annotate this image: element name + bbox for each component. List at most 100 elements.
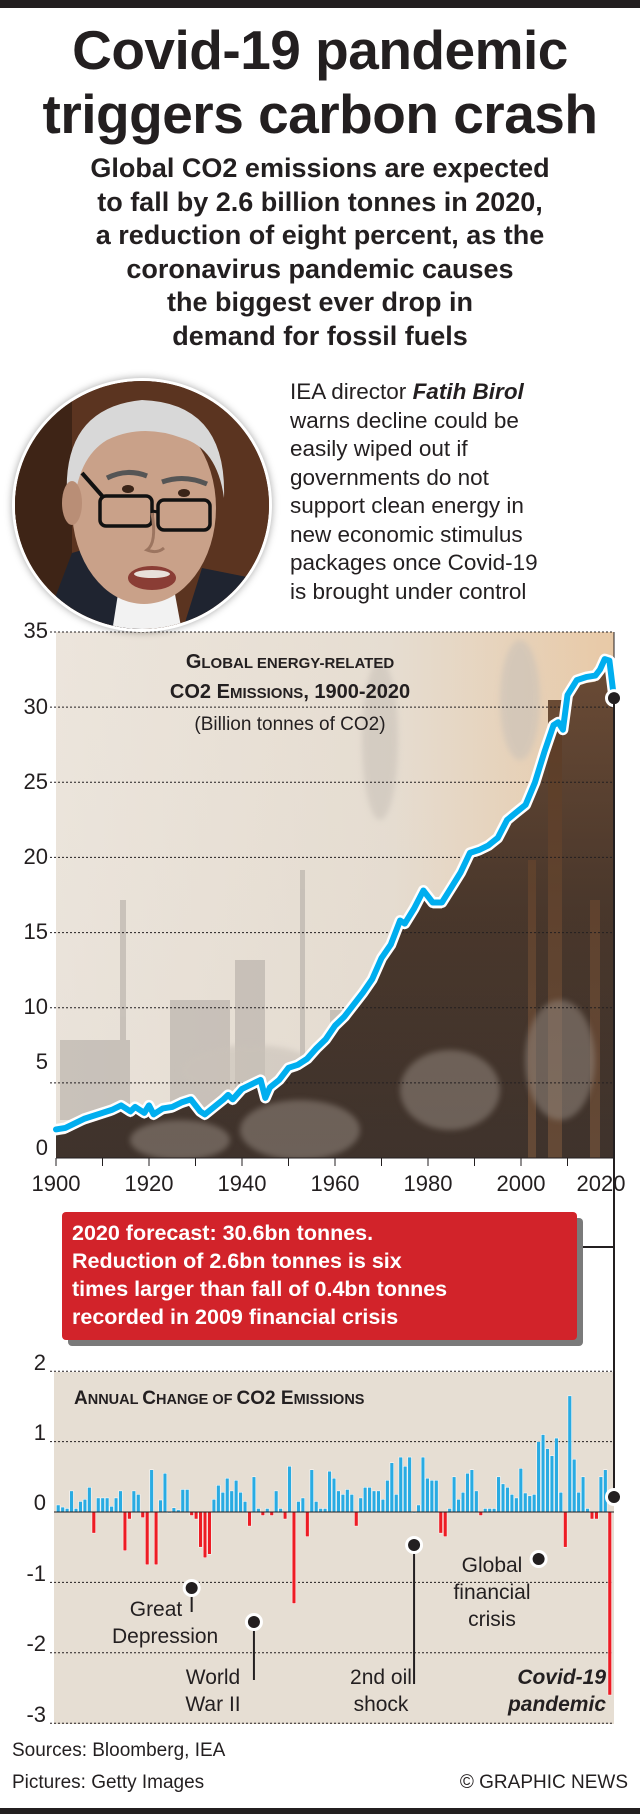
positive-bar <box>452 1476 457 1513</box>
annotation-line: financial <box>453 1581 531 1604</box>
positive-bar <box>225 1477 230 1513</box>
y-tick-label: 0 <box>35 1135 48 1160</box>
positive-bar <box>340 1494 345 1513</box>
positive-bar <box>318 1508 323 1513</box>
annotation-line: crisis <box>468 1608 516 1631</box>
positive-bar <box>349 1494 354 1513</box>
positive-bar <box>69 1490 74 1513</box>
positive-bar <box>216 1485 221 1513</box>
quote-line-1: IEA director Fatih Birol <box>290 378 635 407</box>
x-tick-label: 2020 <box>576 1171 626 1196</box>
quote-block: IEA director Fatih Birol warns decline c… <box>290 378 635 606</box>
negative-bar <box>127 1511 132 1520</box>
positive-bar <box>100 1497 105 1513</box>
bar-y-tick-label: -2 <box>26 1631 46 1656</box>
bar-y-tick-label: 0 <box>33 1490 46 1515</box>
negative-bar <box>607 1511 612 1696</box>
subtitle-line: demand for fossil fuels <box>172 320 468 351</box>
x-tick-label: 1960 <box>310 1171 360 1196</box>
positive-bar <box>109 1506 114 1513</box>
positive-bar <box>238 1492 243 1513</box>
quote-line: governments do not <box>290 464 489 490</box>
bar-y-tick-label: 1 <box>33 1420 46 1445</box>
positive-bar <box>345 1489 350 1513</box>
positive-bar <box>131 1490 136 1513</box>
positive-bar <box>336 1490 341 1513</box>
y-tick-label: 35 <box>23 618 48 643</box>
positive-bar <box>287 1465 292 1513</box>
x-tick-label: 1920 <box>124 1171 174 1196</box>
negative-bar <box>354 1511 359 1527</box>
title-part: G <box>185 651 202 673</box>
annotation-global-financial-crisis: Global financial crisis <box>442 1552 542 1633</box>
positive-bar <box>598 1476 603 1513</box>
annotation-dot <box>408 1539 421 1551</box>
negative-bar <box>594 1511 599 1520</box>
sources-credit: Sources: Bloomberg, IEA <box>12 1740 226 1761</box>
subtitle-line: Global CO2 emissions are expected <box>90 153 550 183</box>
negative-bar <box>305 1511 310 1537</box>
positive-bar <box>527 1495 532 1513</box>
positive-bar <box>500 1483 506 1513</box>
negative-bar <box>198 1511 203 1548</box>
annotation-great-depression: Great Depression <box>112 1596 219 1650</box>
annotation-dot <box>532 1553 545 1565</box>
connector-dot <box>608 1491 620 1503</box>
positive-bar <box>158 1499 163 1513</box>
positive-bar <box>487 1508 492 1513</box>
positive-bar <box>496 1476 501 1513</box>
x-tick-label: 1980 <box>403 1171 453 1196</box>
bar-chart-title: ANNUAL CHANGE OF CO2 EMISSIONS <box>74 1388 364 1410</box>
positive-bar <box>389 1462 394 1513</box>
positive-bar <box>87 1487 92 1513</box>
positive-bar <box>416 1504 421 1513</box>
positive-bar <box>251 1476 257 1513</box>
y-tick-label: 30 <box>23 694 48 719</box>
positive-bar <box>385 1480 390 1513</box>
line-chart-title-line-1: GLOBAL ENERGY-RELATED <box>130 648 450 678</box>
pictures-credit: Pictures: Getty Images <box>12 1772 205 1793</box>
positive-bar <box>180 1489 185 1513</box>
negative-bar <box>478 1511 483 1516</box>
positive-bar <box>394 1494 399 1513</box>
line-chart-title: GLOBAL ENERGY-RELATED CO2 EMISSIONS, 190… <box>130 648 450 742</box>
positive-bar <box>96 1497 101 1513</box>
positive-bar <box>331 1477 337 1513</box>
positive-bar <box>554 1437 559 1513</box>
positive-bar <box>540 1434 546 1513</box>
title-part: C <box>142 1388 156 1409</box>
positive-bar <box>274 1490 279 1513</box>
positive-bar <box>567 1395 572 1513</box>
graphic-news-credit: © GRAPHIC NEWS <box>459 1772 628 1793</box>
y-tick-label: 10 <box>23 994 48 1019</box>
positive-bar <box>105 1497 110 1513</box>
positive-bar <box>234 1480 239 1513</box>
positive-bar <box>532 1494 537 1513</box>
title-line-2: triggers carbon crash <box>42 83 598 145</box>
positive-bar <box>434 1480 439 1513</box>
negative-bar <box>291 1511 297 1604</box>
positive-bar <box>456 1499 461 1513</box>
annotation-dot <box>185 1582 198 1594</box>
title-part: CO2 E <box>236 1388 294 1409</box>
y-tick-label: 25 <box>23 769 48 794</box>
positive-bar <box>211 1499 216 1513</box>
positive-bar <box>242 1501 248 1513</box>
positive-bar <box>82 1499 87 1513</box>
positive-bar <box>492 1508 497 1513</box>
positive-bar <box>420 1456 426 1513</box>
positive-bar <box>585 1508 590 1513</box>
line-chart-title-line-2: CO2 EMISSIONS, 1900-2020 <box>130 678 450 708</box>
bar-chart-annotation-markers <box>182 1536 548 1684</box>
annotation-line: Depression <box>112 1625 219 1648</box>
subtitle-line: the biggest ever drop in <box>166 287 474 317</box>
positive-bar <box>545 1448 550 1513</box>
positive-bar <box>376 1490 381 1513</box>
title-part: A <box>74 1388 88 1409</box>
bar-chart-gridlines <box>50 1370 614 1724</box>
title-part: NNUAL <box>87 1392 143 1408</box>
quote-line: new economic stimulus <box>290 521 523 547</box>
bar-y-tick-label: -1 <box>26 1561 46 1586</box>
callout-line: recorded in 2009 financial crisis <box>72 1305 399 1329</box>
